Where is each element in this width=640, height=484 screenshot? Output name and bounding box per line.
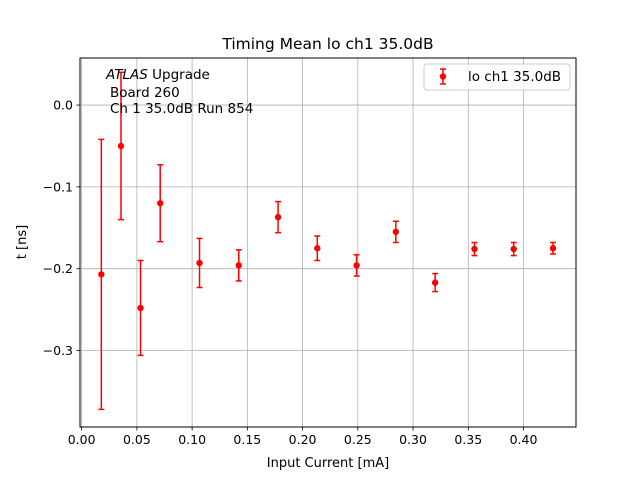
upgrade-label: Upgrade	[148, 67, 210, 83]
data-point	[353, 262, 360, 269]
x-tick-label: 0.25	[344, 432, 372, 447]
y-axis-label: t [ns]	[15, 225, 30, 259]
x-tick-label: 0.15	[233, 432, 261, 447]
data-point	[156, 200, 164, 207]
y-tick-label: 0.0	[53, 98, 73, 113]
chart-title: Timing Mean lo ch1 35.0dB	[221, 35, 433, 53]
y-tick-label: −0.2	[43, 261, 73, 276]
x-tick-label: 0.10	[178, 432, 206, 447]
data-point	[137, 304, 144, 312]
data-point	[314, 245, 321, 252]
axis-ticks: 0.00 0.05 0.10 0.15 0.20 0.25 0.30 0.35 0.40 0.0 −…	[43, 98, 538, 447]
data-point	[196, 259, 203, 267]
data-series	[98, 71, 557, 411]
x-tick-label: 0.00	[68, 432, 96, 447]
y-tick-label: −0.1	[43, 179, 73, 194]
data-point	[431, 279, 439, 286]
x-axis-label: Input Current [mA]	[267, 456, 389, 471]
data-point	[471, 245, 478, 253]
y-tick-label: −0.3	[43, 343, 73, 358]
data-point	[117, 142, 125, 150]
legend-label: lo ch1 35.0dB	[468, 69, 561, 85]
x-tick-label: 0.05	[123, 432, 151, 447]
grid-lines	[80, 58, 576, 427]
data-point	[235, 262, 242, 269]
legend-marker-point	[439, 73, 447, 80]
x-tick-label: 0.40	[510, 432, 538, 447]
data-point	[392, 228, 400, 236]
legend: lo ch1 35.0dB	[423, 63, 571, 91]
x-tick-label: 0.20	[289, 432, 317, 447]
atlas-label: ATLAS	[105, 67, 148, 83]
annotation-line-2: Board 260	[110, 85, 180, 101]
legend-box	[423, 63, 571, 91]
x-tick-label: 0.30	[399, 432, 427, 447]
x-tick-label: 0.35	[454, 432, 482, 447]
annotation-line-1: ATLAS Upgrade	[105, 67, 210, 83]
data-point	[549, 245, 557, 252]
data-point	[274, 213, 282, 221]
atlas-annotation: ATLAS Upgrade Board 260 Ch 1 35.0dB Run …	[105, 67, 253, 117]
data-point	[510, 245, 517, 253]
annotation-line-3: Ch 1 35.0dB Run 854	[110, 101, 253, 117]
data-point	[98, 271, 105, 278]
plot-frame	[79, 57, 577, 428]
